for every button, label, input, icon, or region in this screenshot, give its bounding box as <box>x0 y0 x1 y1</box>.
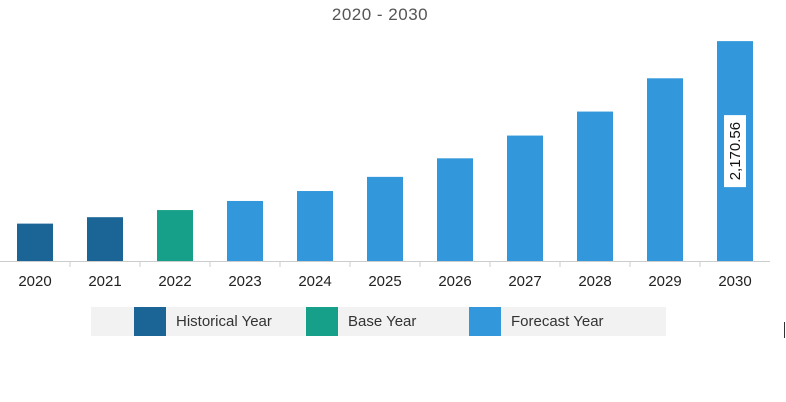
bar-2020 <box>17 223 53 261</box>
chart-legend: Historical Year Base Year Forecast Year <box>91 307 666 336</box>
legend-item-forecast: Forecast Year <box>469 307 604 336</box>
bar-2024 <box>297 191 333 261</box>
chart-title: 2020 - 2030 <box>331 5 429 24</box>
x-tick-label-2029: 2029 <box>648 273 681 290</box>
x-tick-label-2024: 2024 <box>298 273 331 290</box>
x-tick-label-2021: 2021 <box>88 273 121 290</box>
legend-swatch-base <box>306 307 338 336</box>
x-tick-label-2026: 2026 <box>438 273 471 290</box>
legend-label-forecast: Forecast Year <box>511 313 604 330</box>
x-tick-label-2027: 2027 <box>508 273 541 290</box>
edge-divider <box>784 322 785 338</box>
bar-2021 <box>87 217 123 261</box>
data-label-background <box>724 115 746 188</box>
x-tick-label-2020: 2020 <box>18 273 51 290</box>
bar-2029 <box>647 78 683 261</box>
x-tick-label-2023: 2023 <box>228 273 261 290</box>
bar-2025 <box>367 176 403 261</box>
bar-2022 <box>157 210 193 261</box>
x-tick-label-2030: 2030 <box>718 273 751 290</box>
bar-2023 <box>227 200 263 261</box>
x-tick-label-2025: 2025 <box>368 273 401 290</box>
x-tick-label-2022: 2022 <box>158 273 191 290</box>
bar-chart: 2020 2021 2022 2023 2024 2025 2026 2027 2028 2029… <box>0 41 770 290</box>
legend-item-base: Base Year <box>306 307 416 336</box>
bar-2028 <box>577 111 613 262</box>
bar-2026 <box>437 158 473 261</box>
legend-swatch-historical <box>134 307 166 336</box>
x-tick-label-2028: 2028 <box>578 273 611 290</box>
legend-label-base: Base Year <box>348 313 417 330</box>
legend-swatch-forecast <box>469 307 501 336</box>
legend-label-historical: Historical Year <box>176 313 272 330</box>
data-label-text: 2,170.56 <box>727 122 744 180</box>
legend-item-historical: Historical Year <box>134 307 272 336</box>
data-label-2030: 2,170.56 <box>724 115 746 188</box>
bar-2027 <box>507 135 543 261</box>
